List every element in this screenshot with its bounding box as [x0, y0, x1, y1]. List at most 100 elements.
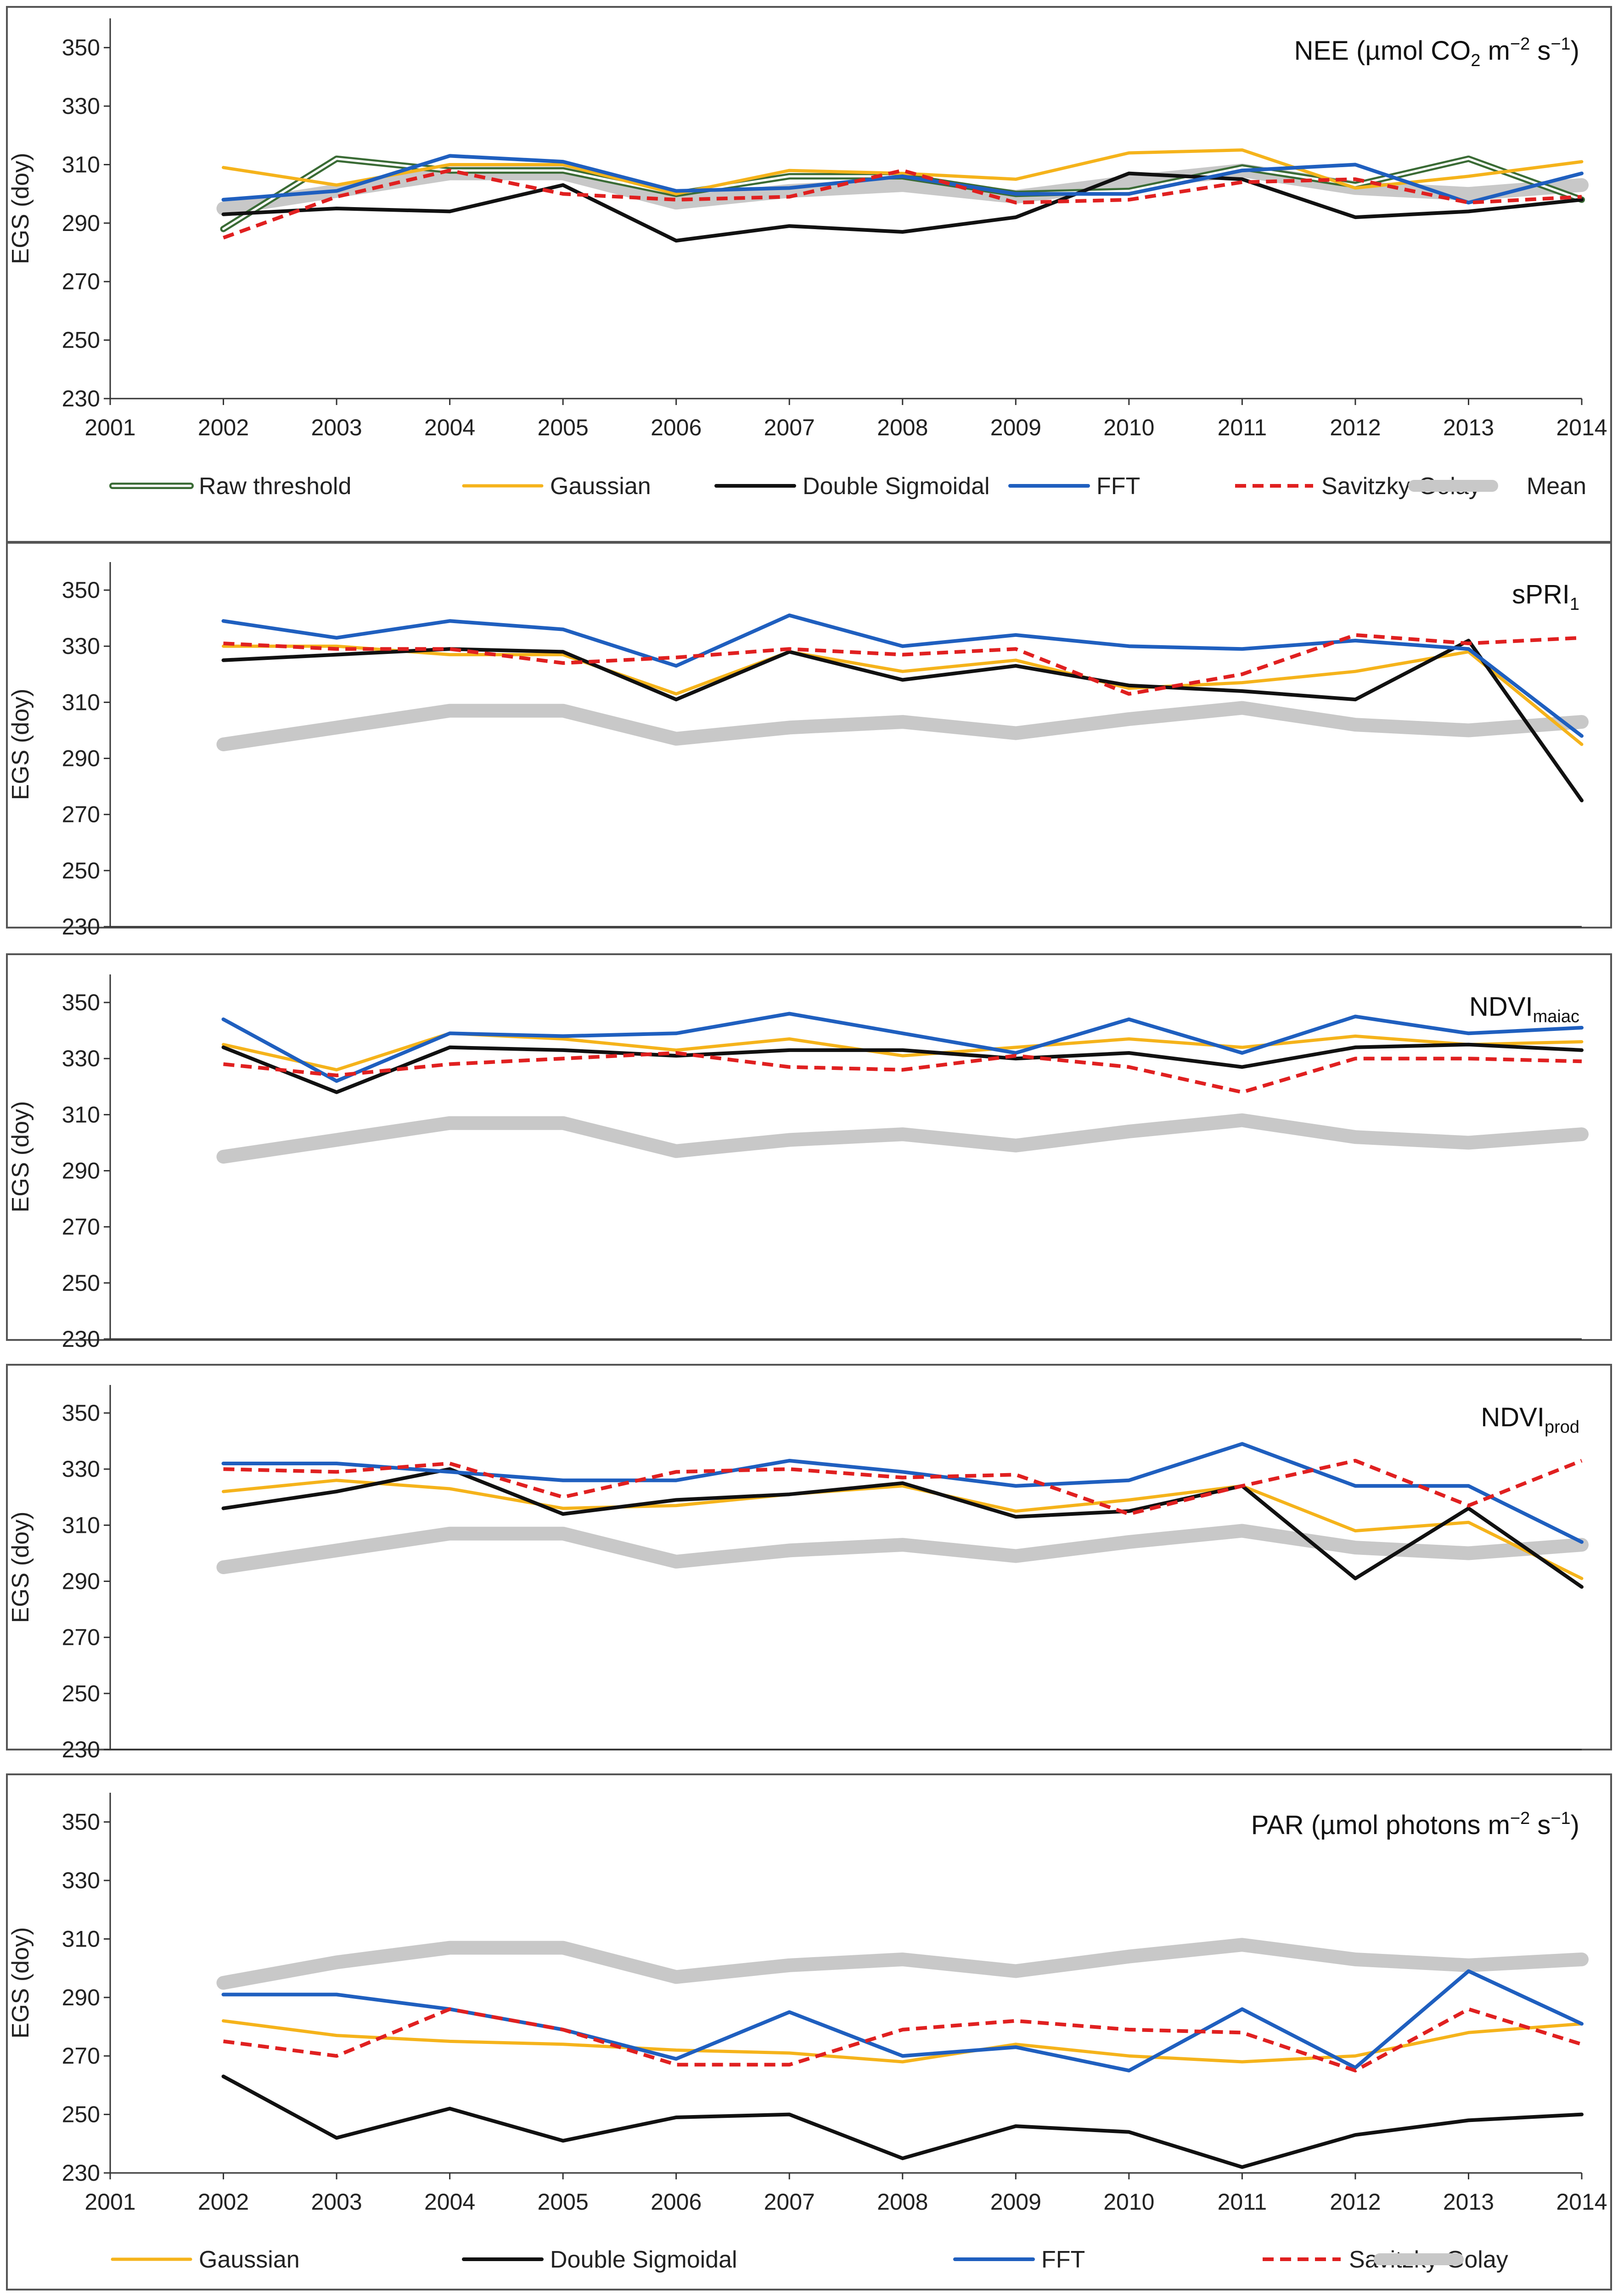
data-point [562, 662, 564, 664]
legend-label: Gaussian [199, 2246, 300, 2273]
data-point [1015, 1474, 1017, 1475]
series-line-fft [221, 1012, 1584, 1083]
data-point [1354, 1577, 1356, 1579]
data-point [223, 1994, 225, 1996]
data-point [1354, 1016, 1356, 1018]
data-point [336, 208, 337, 209]
data-point [1128, 645, 1130, 647]
data-point [675, 665, 677, 667]
data-point [902, 1032, 904, 1034]
data-point [1241, 169, 1243, 171]
data-point [562, 1508, 564, 1509]
legend-1: Raw threshold Gaussian Double Sigmoidal FFT… [109, 473, 1586, 500]
data-point [675, 1561, 677, 1563]
series-line-gaussian [222, 1479, 1584, 1580]
data-point [449, 654, 451, 656]
data-point [675, 240, 677, 242]
data-point [1128, 1480, 1130, 1481]
data-point [788, 1468, 790, 1470]
data-point [223, 237, 225, 239]
series-line-gaussian [222, 148, 1584, 196]
data-point [449, 1047, 451, 1048]
x-tick-label: 2009 [990, 415, 1041, 440]
y-tick-label: 290 [62, 1158, 100, 1184]
data-point [1241, 181, 1243, 183]
data-point [1128, 190, 1130, 192]
panel-1: 230 250 270 290 310 330 350 2001 2002 2003 2004 200… [6, 6, 1612, 543]
y-tick-label: 250 [62, 2102, 100, 2127]
data-point [1354, 1547, 1356, 1548]
data-point [449, 2008, 451, 2010]
x-tick-label: 2010 [1103, 2189, 1154, 2215]
data-point [449, 169, 451, 171]
data-point [223, 2040, 225, 2042]
data-point [1354, 2134, 1356, 2136]
data-point [1241, 167, 1243, 169]
data-point [1468, 640, 1470, 642]
data-point [562, 1947, 564, 1949]
data-point [1581, 2043, 1583, 2045]
data-point [336, 1092, 337, 1093]
data-point [1015, 665, 1017, 667]
data-point [223, 1508, 225, 1509]
series-mean [216, 1524, 1589, 1574]
x-tick-label: 2010 [1103, 415, 1154, 440]
data-point [1128, 199, 1130, 201]
legend-item-fft: FFT [953, 2246, 1085, 2273]
data-point [223, 2020, 225, 2022]
series-fft [221, 1012, 1584, 1083]
data-point [1241, 2008, 1243, 2010]
data-point [1241, 178, 1243, 180]
data-point [1581, 173, 1583, 174]
data-point [902, 1958, 904, 1960]
data-point [1354, 187, 1356, 189]
y-tick-label: 230 [62, 386, 100, 411]
data-point [1354, 670, 1356, 672]
y-tick-label: 270 [62, 2043, 100, 2069]
x-tick-label: 2005 [538, 2189, 589, 2215]
data-point [788, 726, 790, 728]
series-gaussian [222, 148, 1584, 196]
data-point [1354, 1058, 1356, 1059]
x-tick-label: 2011 [1218, 415, 1267, 440]
data-point [1581, 196, 1583, 198]
data-point [902, 721, 904, 723]
data-point [1241, 1485, 1243, 1487]
series-savitzky-golay [223, 1458, 1583, 1516]
data-point [1581, 1460, 1583, 1462]
data-point [1015, 216, 1017, 218]
data-point [336, 1075, 337, 1076]
legend-2: Gaussian Double Sigmoidal FFT Savitzky-Gola… [111, 2246, 1508, 2273]
data-point [1241, 2032, 1243, 2033]
data-point [562, 169, 564, 171]
data-point [788, 1964, 790, 1966]
data-point [675, 2116, 677, 2118]
data-point [336, 1471, 337, 1473]
data-point [902, 645, 904, 647]
data-point [223, 1491, 225, 1492]
y-tick-label: 330 [62, 93, 100, 119]
data-point [1468, 648, 1470, 650]
data-point [902, 679, 904, 681]
data-point [336, 1480, 337, 1481]
y-tick-label: 250 [62, 1681, 100, 1706]
series-mean [216, 1113, 1589, 1164]
y-tick-label: 330 [62, 633, 100, 659]
data-point [902, 1055, 904, 1057]
data-point [788, 1460, 790, 1462]
y-tick-label: 330 [62, 1868, 100, 1893]
data-point [1241, 2166, 1243, 2168]
data-point [336, 1139, 337, 1141]
data-point [902, 2029, 904, 2031]
data-point [1354, 1485, 1356, 1487]
data-point [336, 196, 337, 198]
series-double-sigmoidal [221, 1042, 1584, 1094]
x-tick-label: 2007 [764, 2189, 815, 2215]
data-point [902, 1544, 904, 1546]
data-point [562, 164, 564, 166]
data-point [562, 184, 564, 186]
data-point [675, 193, 677, 195]
data-point [336, 637, 337, 639]
data-point [788, 1038, 790, 1040]
